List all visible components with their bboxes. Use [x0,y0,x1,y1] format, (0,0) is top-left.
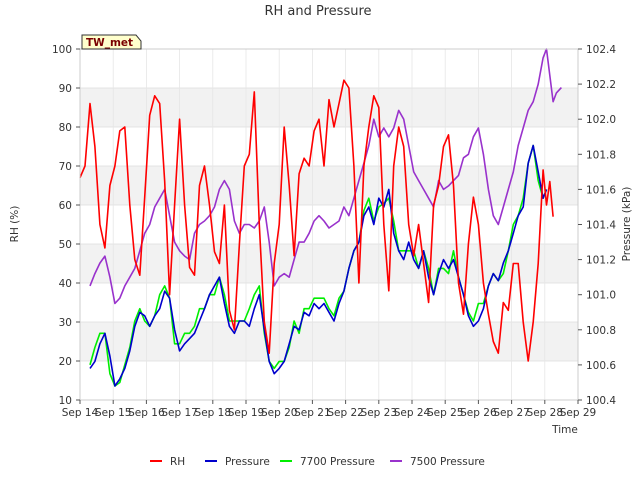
x-tick-label: Sep 27 [493,407,530,419]
left-y-tick-label: 30 [59,317,72,329]
legend-label-7500-pressure: 7500 Pressure [410,456,485,468]
x-tick-label: Sep 14 [62,407,99,419]
legend-label-rh: RH [170,456,185,468]
plot-background-bands [80,88,578,361]
x-tick-label: Sep 18 [195,407,232,419]
station-badge-label: TW_met [86,37,133,49]
grid-lines [79,48,579,401]
right-y-axis-ticks: 100.4 100.6 100.8 101.0 101.2 101.4 101.6 101.8… [578,44,616,407]
left-y-tick-label: 100 [52,44,72,56]
x-tick-label: Sep 25 [427,407,464,419]
right-y-tick-label: 100.6 [586,360,616,372]
x-tick-label: Sep 22 [327,407,364,419]
station-badge: TW_met [81,34,142,50]
left-y-tick-label: 70 [59,161,72,173]
legend-label-pressure: Pressure [225,456,270,468]
series-line-pressure [89,144,548,387]
right-y-tick-label: 102.2 [586,79,616,91]
legend-item-rh: RH [150,456,185,468]
series-line-7500-pressure [89,48,562,305]
left-y-tick-label: 10 [59,395,72,407]
right-y-tick-label: 101.0 [586,290,616,302]
legend-item-7500-pressure: 7500 Pressure [390,456,485,468]
right-y-tick-label: 102.0 [586,114,616,126]
left-y-tick-label: 90 [59,83,72,95]
legend-item-7700-pressure: 7700 Pressure [280,456,375,468]
series-lines [79,48,562,387]
x-tick-label: Sep 16 [128,407,165,419]
left-y-axis-ticks: 10 20 30 40 50 60 70 80 90 100 [52,44,80,407]
background-band [80,166,578,205]
x-tick-label: Sep 26 [460,407,497,419]
chart-title: RH and Pressure [264,4,371,19]
series-line-7700-pressure [89,144,548,387]
x-tick-label: Sep 21 [294,407,331,419]
right-y-tick-label: 100.8 [586,325,616,337]
x-tick-label: Sep 17 [161,407,198,419]
left-y-tick-label: 80 [59,122,72,134]
right-y-axis-title: Pressure (kPa) [621,187,633,262]
series-line-rh [79,79,554,362]
left-y-axis-title: RH (%) [9,206,21,243]
left-y-tick-label: 60 [59,200,72,212]
left-y-tick-label: 50 [59,239,72,251]
x-tick-label: Sep 20 [261,407,298,419]
x-tick-label: Sep 24 [394,407,431,419]
x-axis-title: Time [551,424,578,436]
background-band [80,322,578,361]
x-tick-label: Sep 23 [361,407,398,419]
x-tick-label: Sep 29 [560,407,597,419]
right-y-tick-label: 102.4 [586,44,616,56]
x-tick-label: Sep 19 [228,407,265,419]
left-y-tick-label: 20 [59,356,72,368]
left-y-tick-label: 40 [59,278,72,290]
right-y-tick-label: 101.6 [586,184,616,196]
station-badge-box [81,34,142,50]
legend-item-pressure: Pressure [205,456,270,468]
right-y-tick-label: 101.2 [586,255,616,267]
right-y-tick-label: 101.4 [586,220,616,232]
right-y-tick-label: 101.8 [586,149,616,161]
x-tick-label: Sep 15 [95,407,132,419]
x-tick-label: Sep 28 [527,407,564,419]
right-y-tick-label: 100.4 [586,395,616,407]
legend: RH Pressure 7700 Pressure 7500 Pressure [150,456,485,468]
legend-label-7700-pressure: 7700 Pressure [300,456,375,468]
